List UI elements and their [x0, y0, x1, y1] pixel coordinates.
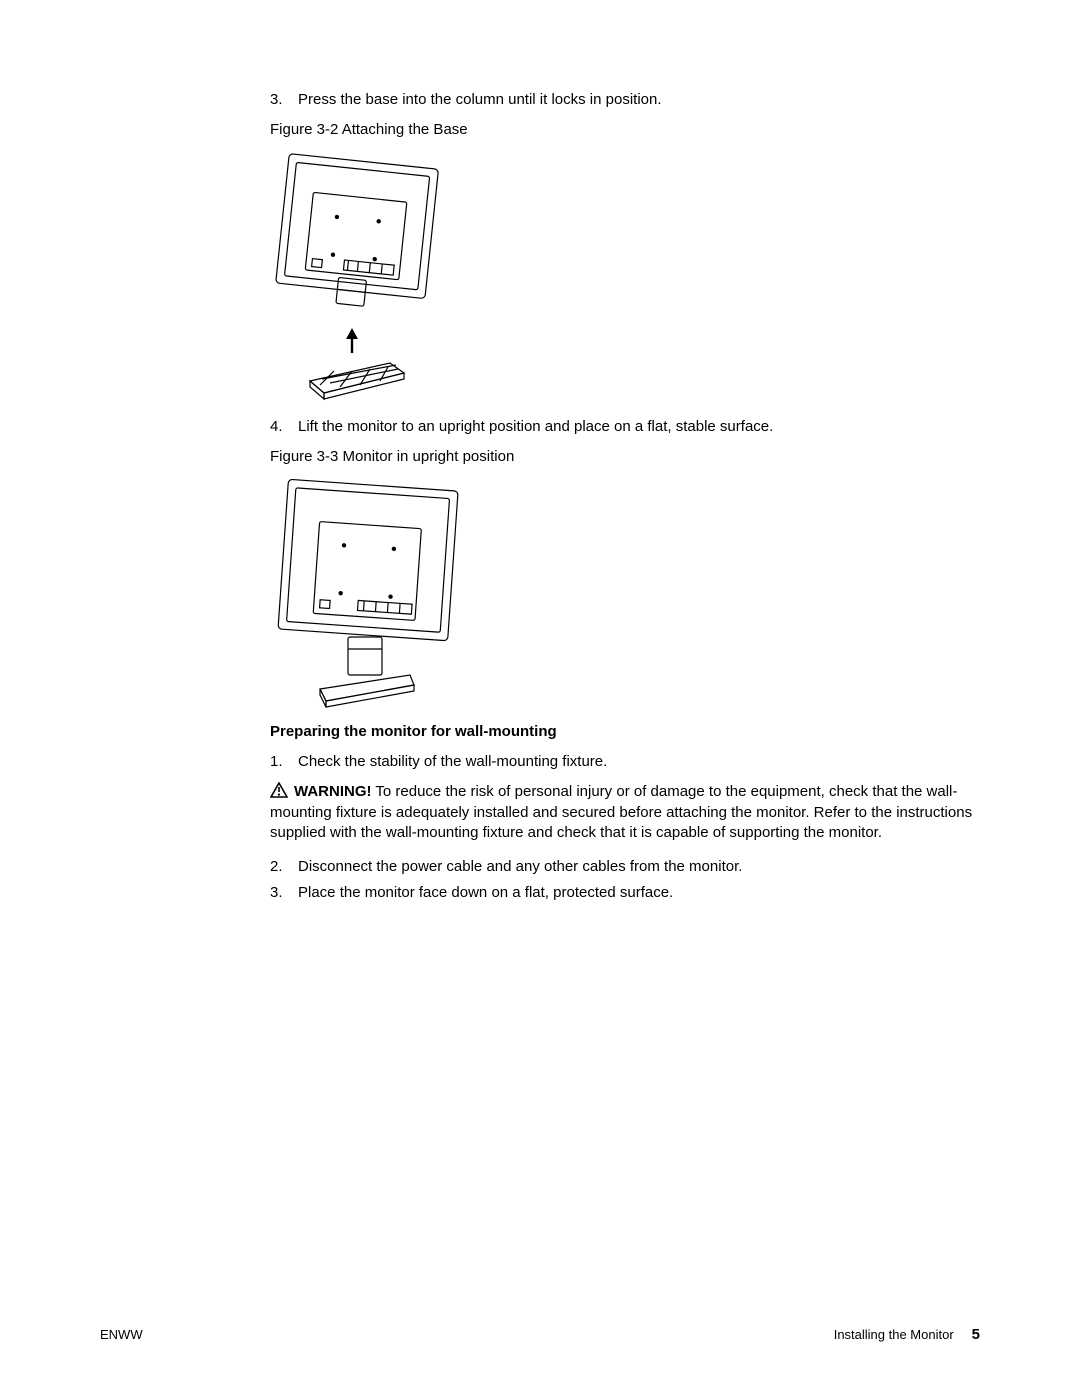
- page-footer: ENWW Installing the Monitor 5: [100, 1326, 980, 1343]
- page-content: 3. Press the base into the column until …: [100, 90, 980, 914]
- step-text: Lift the monitor to an upright position …: [298, 417, 980, 437]
- figure-3-2-caption: Figure 3-2 Attaching the Base: [270, 120, 980, 140]
- monitor-upright-illustration: [270, 479, 460, 709]
- step-number: 2.: [270, 857, 298, 877]
- step-number: 4.: [270, 417, 298, 437]
- step-number: 1.: [270, 752, 298, 772]
- wall-step-2: 2. Disconnect the power cable and any ot…: [270, 857, 980, 877]
- step-3: 3. Press the base into the column until …: [270, 90, 980, 110]
- step-text: Press the base into the column until it …: [298, 90, 980, 110]
- attaching-base-illustration: [270, 153, 440, 403]
- warning-text: To reduce the risk of personal injury or…: [270, 783, 972, 841]
- step-text: Check the stability of the wall-mounting…: [298, 752, 980, 772]
- section-heading-wall-mounting: Preparing the monitor for wall-mounting: [270, 723, 980, 740]
- warning-label: WARNING!: [294, 783, 372, 800]
- wall-step-1: 1. Check the stability of the wall-mount…: [270, 752, 980, 772]
- figure-3-2: [270, 153, 980, 403]
- step-text: Disconnect the power cable and any other…: [298, 857, 980, 877]
- footer-section-title: Installing the Monitor: [834, 1327, 954, 1342]
- step-number: 3.: [270, 883, 298, 903]
- footer-right: Installing the Monitor 5: [834, 1326, 980, 1343]
- wall-step-3: 3. Place the monitor face down on a flat…: [270, 883, 980, 903]
- page-number: 5: [972, 1326, 980, 1343]
- figure-3-3: [270, 479, 980, 709]
- step-4: 4. Lift the monitor to an upright positi…: [270, 417, 980, 437]
- step-text: Place the monitor face down on a flat, p…: [298, 883, 980, 903]
- footer-left: ENWW: [100, 1327, 143, 1342]
- step-number: 3.: [270, 90, 298, 110]
- warning-block: WARNING! To reduce the risk of personal …: [270, 782, 980, 843]
- figure-3-3-caption: Figure 3-3 Monitor in upright position: [270, 447, 980, 467]
- warning-icon: [270, 782, 288, 798]
